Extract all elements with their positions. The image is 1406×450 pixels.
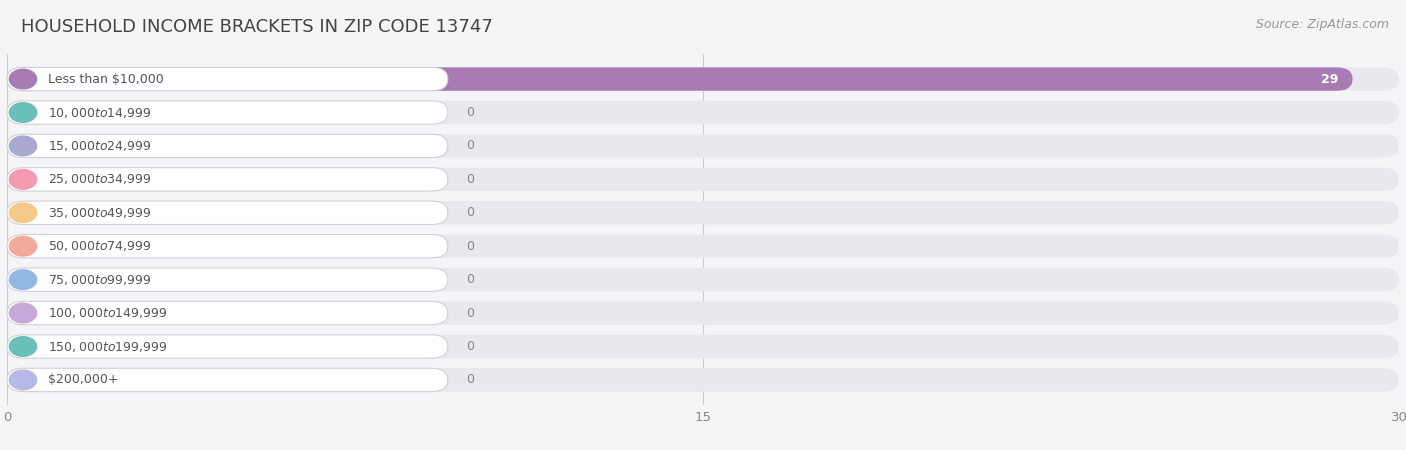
Text: $75,000 to $99,999: $75,000 to $99,999 [48,273,152,287]
Text: 0: 0 [467,206,474,219]
Circle shape [10,270,37,289]
Text: 0: 0 [467,306,474,320]
FancyBboxPatch shape [7,68,1353,91]
Circle shape [10,236,37,256]
Text: $10,000 to $14,999: $10,000 to $14,999 [48,105,152,120]
Text: 0: 0 [467,240,474,253]
Circle shape [10,203,37,223]
Text: HOUSEHOLD INCOME BRACKETS IN ZIP CODE 13747: HOUSEHOLD INCOME BRACKETS IN ZIP CODE 13… [21,18,494,36]
FancyBboxPatch shape [7,268,447,291]
Circle shape [10,337,37,356]
Text: 0: 0 [467,273,474,286]
FancyBboxPatch shape [7,101,1399,124]
Circle shape [10,170,37,189]
Text: 0: 0 [467,173,474,186]
Text: $150,000 to $199,999: $150,000 to $199,999 [48,339,167,354]
Circle shape [10,69,37,89]
Text: Source: ZipAtlas.com: Source: ZipAtlas.com [1256,18,1389,31]
FancyBboxPatch shape [7,68,447,91]
Text: Less than $10,000: Less than $10,000 [48,72,165,86]
Text: $50,000 to $74,999: $50,000 to $74,999 [48,239,152,253]
Text: 29: 29 [1322,72,1339,86]
Text: 0: 0 [467,140,474,153]
FancyBboxPatch shape [7,134,1399,158]
FancyBboxPatch shape [7,201,1399,225]
FancyBboxPatch shape [7,101,447,124]
Text: 0: 0 [467,374,474,387]
Circle shape [10,103,37,122]
Text: $200,000+: $200,000+ [48,374,118,387]
FancyBboxPatch shape [7,368,1399,392]
FancyBboxPatch shape [7,302,447,325]
Circle shape [10,303,37,323]
FancyBboxPatch shape [7,234,447,258]
FancyBboxPatch shape [7,335,1399,358]
FancyBboxPatch shape [7,68,1399,91]
FancyBboxPatch shape [7,335,447,358]
Text: 0: 0 [467,106,474,119]
Text: $15,000 to $24,999: $15,000 to $24,999 [48,139,152,153]
FancyBboxPatch shape [7,368,447,392]
FancyBboxPatch shape [7,234,1399,258]
Text: $100,000 to $149,999: $100,000 to $149,999 [48,306,167,320]
FancyBboxPatch shape [7,134,447,158]
Text: $25,000 to $34,999: $25,000 to $34,999 [48,172,152,186]
FancyBboxPatch shape [7,168,447,191]
Text: 0: 0 [467,340,474,353]
Circle shape [10,136,37,156]
FancyBboxPatch shape [7,268,1399,291]
Text: $35,000 to $49,999: $35,000 to $49,999 [48,206,152,220]
FancyBboxPatch shape [7,302,1399,325]
FancyBboxPatch shape [7,201,447,225]
Circle shape [10,370,37,390]
FancyBboxPatch shape [7,168,1399,191]
